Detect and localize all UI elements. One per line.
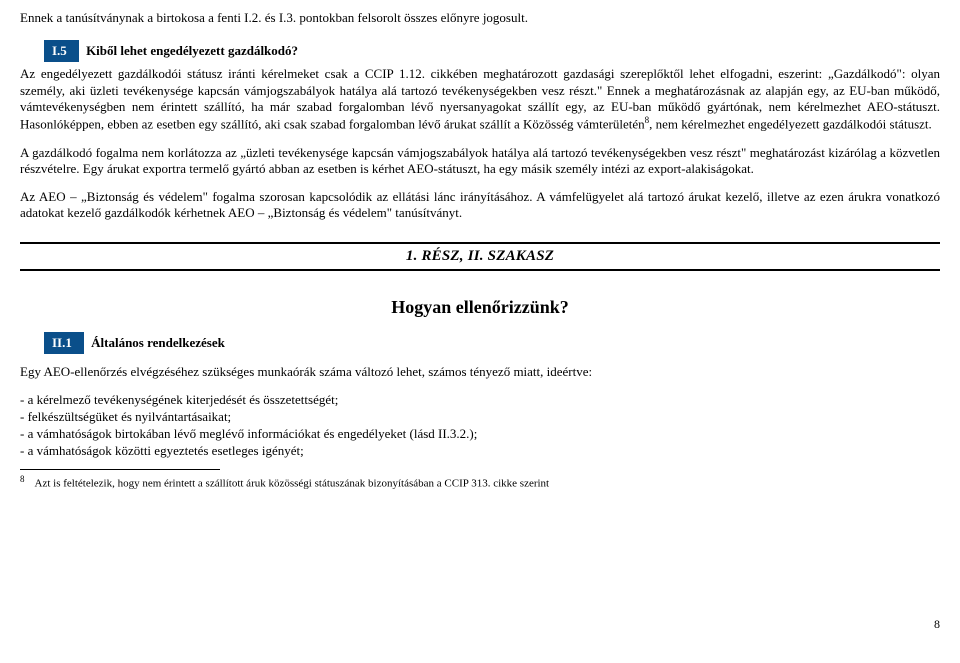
band-part: 1. RÉSZ, II.: [406, 248, 488, 264]
footnote: 8 Azt is feltételezik, hogy nem érintett …: [20, 474, 940, 490]
section-i5-title: Kiből lehet engedélyezett gazdálkodó?: [86, 43, 298, 58]
section-i5-row: I.5 Kiből lehet engedélyezett gazdálkodó…: [44, 40, 940, 62]
paragraph-1: Az engedélyezett gazdálkodói státusz irá…: [20, 66, 940, 132]
section-ii1-title: Általános rendelkezések: [91, 335, 225, 350]
bullet-list: - a kérelmező tevékenységének kiterjedés…: [20, 392, 940, 459]
list-item: - a vámhatóságok közötti egyeztetés eset…: [20, 443, 940, 459]
section-i5-label: I.5: [44, 40, 79, 62]
section-ii1-label: II.1: [44, 332, 84, 354]
paragraph-3: Az AEO – „Biztonság és védelem" fogalma …: [20, 189, 940, 222]
list-item: - a kérelmező tevékenységének kiterjedés…: [20, 392, 940, 408]
page-number: 8: [934, 617, 940, 632]
paragraph-4: Egy AEO-ellenőrzés elvégzéséhez szüksége…: [20, 364, 940, 380]
paragraph-1b: , nem kérelmezhet engedélyezett gazdálko…: [649, 116, 932, 131]
list-item: - felkészültségüket és nyilvántartásaika…: [20, 409, 940, 425]
page-root: Ennek a tanúsítványnak a birtokosa a fen…: [0, 0, 960, 640]
section-ii1-row: II.1 Általános rendelkezések: [44, 332, 940, 354]
band-szakasz: SZAKASZ: [488, 248, 554, 264]
big-heading: Hogyan ellenőrizzünk?: [20, 297, 940, 318]
lead-paragraph: Ennek a tanúsítványnak a birtokosa a fen…: [20, 10, 940, 26]
paragraph-2: A gazdálkodó fogalma nem korlátozza az „…: [20, 145, 940, 178]
footnote-rule: [20, 469, 220, 470]
list-item: - a vámhatóságok birtokában lévő meglévő…: [20, 426, 940, 442]
footnote-text: Azt is feltételezik, hogy nem érintett a…: [35, 477, 550, 489]
footnote-number: 8: [20, 474, 25, 484]
section-band: 1. RÉSZ, II. SZAKASZ: [20, 242, 940, 271]
